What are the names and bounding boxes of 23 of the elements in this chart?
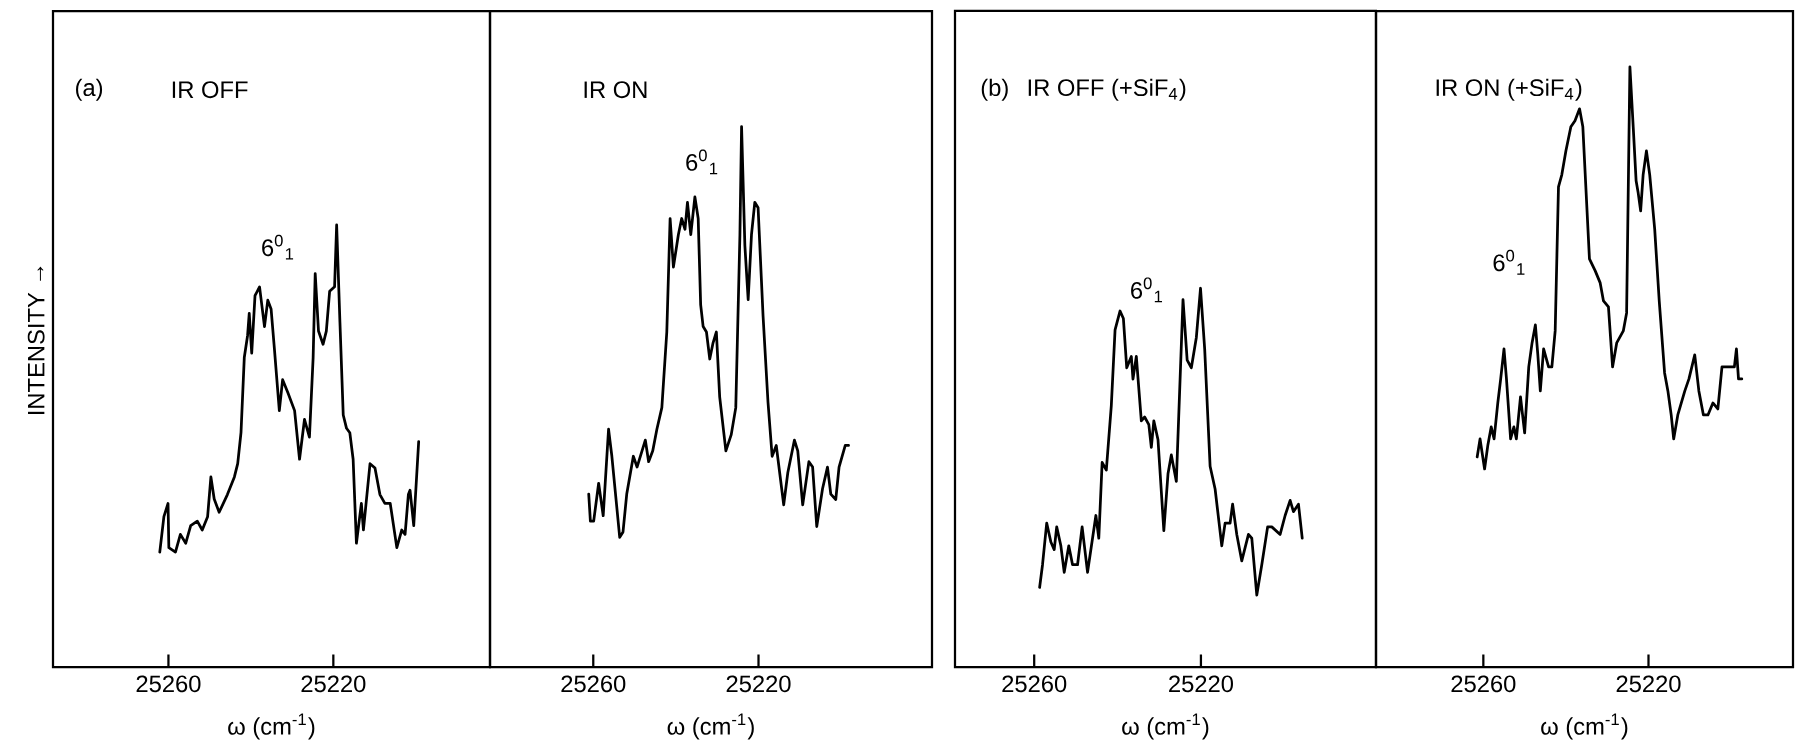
annotation: 6$^{0}$1 xyxy=(1493,249,1525,275)
x-tick-label: 25260 xyxy=(136,675,201,693)
x-tick-label: 25220 xyxy=(726,675,791,693)
x-tick-label: 25220 xyxy=(1169,675,1233,693)
x-tick-label: 25260 xyxy=(1451,675,1516,693)
x-tick-label: 25260 xyxy=(1002,675,1067,693)
x-tick-label: 25220 xyxy=(1616,675,1681,693)
x-axis-title: ω (cm$^{-1}$) xyxy=(228,713,315,740)
annotation: 6$^{0}$1 xyxy=(686,149,718,175)
text: (a) xyxy=(76,78,103,101)
chart-title: IR OFF (+SiF$_{4}$) xyxy=(1028,78,1186,101)
x-tick-label: 25260 xyxy=(561,675,626,693)
annotation: 6$^{0}$1 xyxy=(262,234,294,260)
x-axis-title: ω (cm$^{-1}$) xyxy=(1541,713,1628,740)
annotation: 6$^{0}$1 xyxy=(1131,277,1163,303)
chart-title: IR ON (+SiF$_{4}$) xyxy=(1436,78,1582,101)
chart-title: IR ON xyxy=(584,81,647,99)
x-axis-title: ω (cm$^{-1}$) xyxy=(1122,713,1209,740)
y-axis-title: INTENSITY → xyxy=(27,266,45,415)
x-axis-title: ω (cm$^{-1}$) xyxy=(667,713,754,740)
text: (b) xyxy=(981,78,1008,101)
x-tick-label: 25220 xyxy=(301,675,366,693)
chart-title: IR OFF xyxy=(172,81,248,99)
